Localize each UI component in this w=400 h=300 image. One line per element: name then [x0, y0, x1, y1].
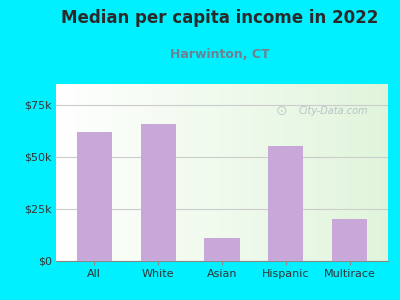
- Text: ⊙: ⊙: [276, 103, 288, 118]
- Bar: [204, 238, 240, 261]
- Bar: [77, 132, 112, 261]
- Text: Median per capita income in 2022: Median per capita income in 2022: [61, 9, 379, 27]
- Text: Harwinton, CT: Harwinton, CT: [170, 48, 270, 61]
- Bar: [332, 219, 367, 261]
- Text: City-Data.com: City-Data.com: [298, 106, 368, 116]
- Bar: [140, 124, 176, 261]
- Bar: [268, 146, 304, 261]
